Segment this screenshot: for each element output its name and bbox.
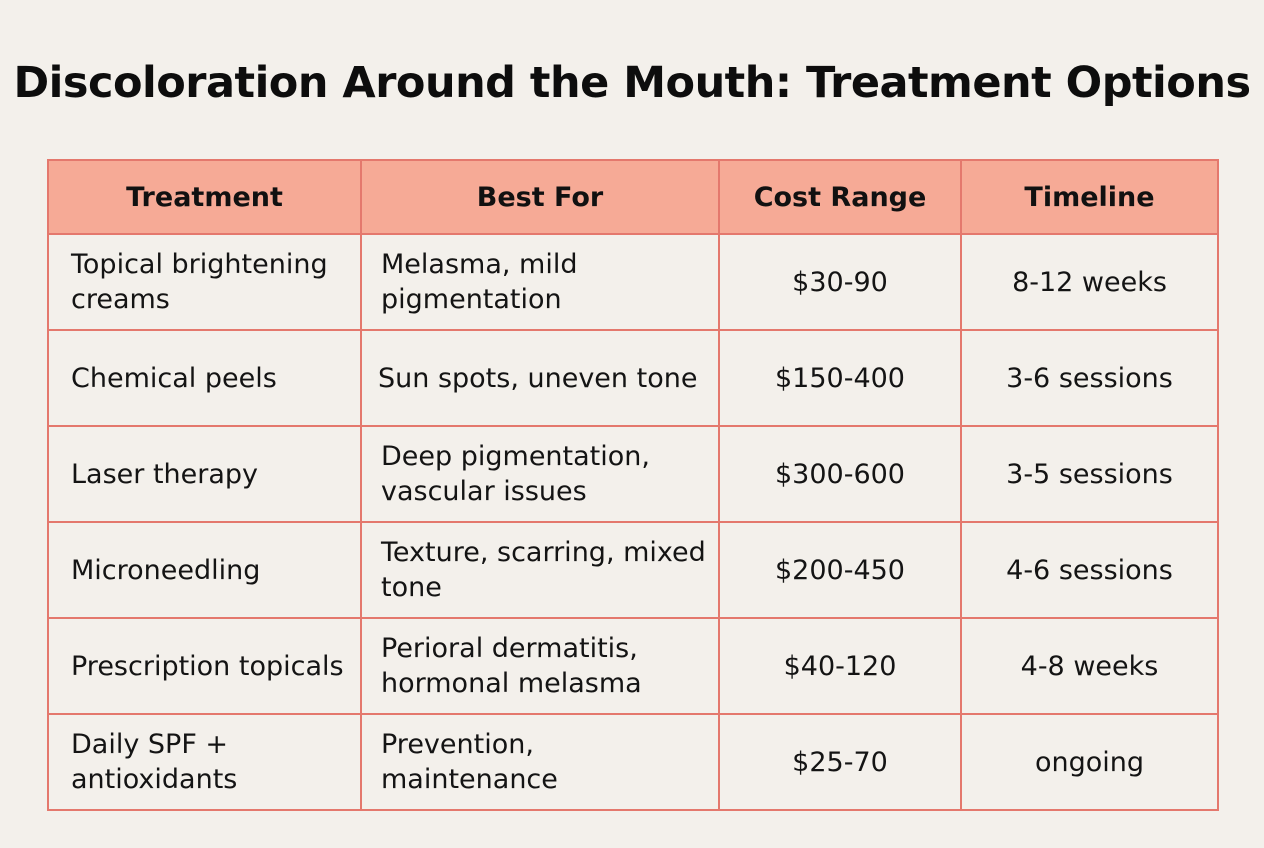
best-for-cell: Prevention, maintenance: [360, 713, 720, 811]
cost-cell: $300-600: [718, 425, 962, 523]
page-title: Discoloration Around the Mouth: Treatmen…: [13, 58, 1251, 108]
cost-cell: $150-400: [718, 329, 962, 427]
table-row: Chemical peels Sun spots, uneven tone $1…: [47, 329, 1219, 427]
treatment-cell: Microneedling: [47, 521, 362, 619]
column-header-cost-range: Cost Range: [718, 159, 962, 235]
best-for-cell: Melasma, mild pigmentation: [360, 233, 720, 331]
table-row: Laser therapy Deep pigmentation, vascula…: [47, 425, 1219, 523]
column-header-best-for: Best For: [360, 159, 720, 235]
cost-cell: $25-70: [718, 713, 962, 811]
column-header-treatment: Treatment: [47, 159, 362, 235]
table-header-row: Treatment Best For Cost Range Timeline: [47, 159, 1219, 235]
treatment-cell: Topical brightening creams: [47, 233, 362, 331]
table-row: Daily SPF + antioxidants Prevention, mai…: [47, 713, 1219, 811]
best-for-cell: Texture, scarring, mixed tone: [360, 521, 720, 619]
timeline-cell: ongoing: [960, 713, 1219, 811]
cost-cell: $200-450: [718, 521, 962, 619]
timeline-cell: 3-6 sessions: [960, 329, 1219, 427]
cost-cell: $30-90: [718, 233, 962, 331]
timeline-cell: 8-12 weeks: [960, 233, 1219, 331]
best-for-cell: Sun spots, uneven tone: [360, 329, 720, 427]
treatment-cell: Chemical peels: [47, 329, 362, 427]
timeline-cell: 4-8 weeks: [960, 617, 1219, 715]
table-row: Prescription topicals Perioral dermatiti…: [47, 617, 1219, 715]
best-for-cell: Deep pigmentation, vascular issues: [360, 425, 720, 523]
timeline-cell: 4-6 sessions: [960, 521, 1219, 619]
table-row: Topical brightening creams Melasma, mild…: [47, 233, 1219, 331]
treatment-cell: Laser therapy: [47, 425, 362, 523]
table-row: Microneedling Texture, scarring, mixed t…: [47, 521, 1219, 619]
treatment-cell: Prescription topicals: [47, 617, 362, 715]
best-for-cell: Perioral dermatitis, hormonal melasma: [360, 617, 720, 715]
cost-cell: $40-120: [718, 617, 962, 715]
column-header-timeline: Timeline: [960, 159, 1219, 235]
treatment-options-table: Treatment Best For Cost Range Timeline T…: [47, 159, 1219, 811]
timeline-cell: 3-5 sessions: [960, 425, 1219, 523]
treatment-cell: Daily SPF + antioxidants: [47, 713, 362, 811]
